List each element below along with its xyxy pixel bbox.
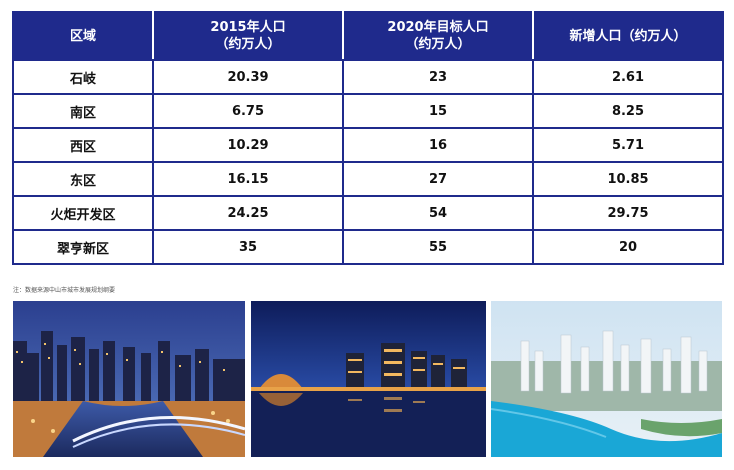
cell-region: 南区 bbox=[12, 93, 154, 129]
cell-target-2020: 23 bbox=[342, 59, 534, 95]
city-skyline-reflection-photo bbox=[251, 301, 486, 457]
cell-increase: 29.75 bbox=[532, 195, 724, 231]
cell-increase: 10.85 bbox=[532, 161, 724, 197]
header-pop-2015: 2015年人口 （约万人） bbox=[152, 11, 344, 61]
table-row: 西区 10.29 16 5.71 bbox=[12, 127, 724, 163]
cell-target-2020: 55 bbox=[342, 229, 534, 265]
cell-increase: 2.61 bbox=[532, 59, 724, 95]
cell-increase: 20 bbox=[532, 229, 724, 265]
table-row: 翠亨新区 35 55 20 bbox=[12, 229, 724, 265]
cell-pop-2015: 20.39 bbox=[152, 59, 344, 95]
cell-pop-2015: 6.75 bbox=[152, 93, 344, 129]
cell-pop-2015: 10.29 bbox=[152, 127, 344, 163]
cell-pop-2015: 35 bbox=[152, 229, 344, 265]
cell-target-2020: 27 bbox=[342, 161, 534, 197]
cell-region: 东区 bbox=[12, 161, 154, 197]
table-header-row: 区域 2015年人口 （约万人） 2020年目标人口 （约万人） 新增人口（约万人） bbox=[12, 11, 724, 61]
population-table-container: 区域 2015年人口 （约万人） 2020年目标人口 （约万人） 新增人口（约万人）… bbox=[12, 11, 724, 265]
cell-target-2020: 16 bbox=[342, 127, 534, 163]
header-region: 区域 bbox=[12, 11, 154, 61]
data-source-note: 注：数据来源中山市城市发展规划纲要 bbox=[13, 287, 116, 294]
city-river-night-photo bbox=[13, 301, 245, 457]
header-increase: 新增人口（约万人） bbox=[532, 11, 724, 61]
cell-region: 翠亨新区 bbox=[12, 229, 154, 265]
header-target-2020: 2020年目标人口 （约万人） bbox=[342, 11, 534, 61]
population-table: 区域 2015年人口 （约万人） 2020年目标人口 （约万人） 新增人口（约万人）… bbox=[12, 11, 724, 265]
table-row: 石岐 20.39 23 2.61 bbox=[12, 59, 724, 95]
cell-pop-2015: 24.25 bbox=[152, 195, 344, 231]
cell-target-2020: 54 bbox=[342, 195, 534, 231]
table-row: 东区 16.15 27 10.85 bbox=[12, 161, 724, 197]
cell-increase: 8.25 bbox=[532, 93, 724, 129]
cell-pop-2015: 16.15 bbox=[152, 161, 344, 197]
cell-increase: 5.71 bbox=[532, 127, 724, 163]
cell-region: 西区 bbox=[12, 127, 154, 163]
table-row: 火炬开发区 24.25 54 29.75 bbox=[12, 195, 724, 231]
table-row: 南区 6.75 15 8.25 bbox=[12, 93, 724, 129]
new-district-aerial-photo bbox=[491, 301, 722, 457]
cell-region: 火炬开发区 bbox=[12, 195, 154, 231]
cell-target-2020: 15 bbox=[342, 93, 534, 129]
cell-region: 石岐 bbox=[12, 59, 154, 95]
